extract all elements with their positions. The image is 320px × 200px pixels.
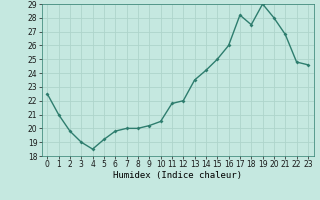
- X-axis label: Humidex (Indice chaleur): Humidex (Indice chaleur): [113, 171, 242, 180]
